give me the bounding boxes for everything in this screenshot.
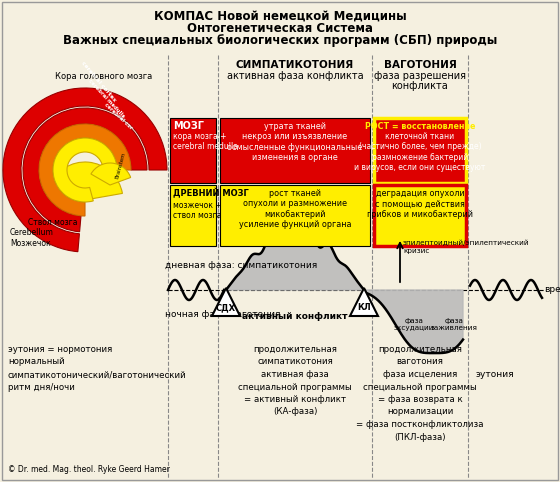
Text: рост тканей
опухоли и размножение
микобактерий
усиление функций органа: рост тканей опухоли и размножение микоба…: [239, 189, 351, 229]
Text: Ствол мозга: Ствол мозга: [28, 218, 77, 227]
Text: мозжечок +
ствол мозга: мозжечок + ствол мозга: [173, 201, 222, 220]
Text: дневная фаза: симпатикотония: дневная фаза: симпатикотония: [165, 261, 318, 270]
Polygon shape: [226, 224, 364, 290]
Bar: [220, 185, 370, 246]
Text: продолжительная
симпатикотония
активная фаза
специальной программы
= активный ко: продолжительная симпатикотония активная …: [238, 345, 352, 416]
Text: cerebral medulla: cerebral medulla: [87, 79, 125, 119]
Text: фаза
заживления: фаза заживления: [431, 318, 478, 331]
Wedge shape: [49, 162, 123, 200]
Text: кора мозга +
cerebral medulla: кора мозга + cerebral medulla: [173, 132, 238, 151]
Text: фаза
эксудации: фаза эксудации: [394, 318, 434, 331]
Text: эпилептоидный/эпилептический
кризис: эпилептоидный/эпилептический кризис: [403, 240, 530, 254]
Text: СИМПАТИКОТОНИЯ: СИМПАТИКОТОНИЯ: [236, 60, 354, 70]
Bar: [170, 118, 216, 183]
Text: активный конфликт: активный конфликт: [242, 312, 348, 321]
Text: © Dr. med. Mag. theol. Ryke Geerd Hamer: © Dr. med. Mag. theol. Ryke Geerd Hamer: [8, 465, 170, 474]
Text: эутония: эутония: [476, 370, 515, 379]
Text: время: время: [544, 285, 560, 295]
Text: ночная фаза: ваготония: ночная фаза: ваготония: [165, 310, 281, 319]
Bar: [170, 185, 216, 246]
Text: РОСТ = восстановление: РОСТ = восстановление: [365, 122, 475, 131]
Text: ВАГОТОНИЯ: ВАГОТОНИЯ: [384, 60, 456, 70]
Bar: [374, 118, 466, 183]
Wedge shape: [39, 124, 131, 216]
Polygon shape: [364, 290, 463, 353]
Text: активная фаза конфликта: активная фаза конфликта: [227, 71, 363, 81]
Text: КОМПАС Новой немецкой Медицины: КОМПАС Новой немецкой Медицины: [153, 10, 407, 23]
Polygon shape: [212, 288, 240, 316]
Polygon shape: [350, 288, 378, 316]
Wedge shape: [53, 138, 117, 202]
Text: КЛ: КЛ: [357, 304, 371, 312]
Text: СДХ: СДХ: [216, 304, 236, 312]
Text: продолжительная
ваготония
фаза исцеления
специальной программы
= фаза возврата к: продолжительная ваготония фаза исцеления…: [356, 345, 484, 442]
Text: Важных специальных биологических программ (СБП) природы: Важных специальных биологических програм…: [63, 34, 497, 47]
Text: МОЗГ: МОЗГ: [173, 121, 204, 131]
Text: эутония = нормотония
нормальный
симпатикотонический/ваготонический
ритм дня/ночи: эутония = нормотония нормальный симпатик…: [8, 345, 186, 391]
Text: фаза разрешения: фаза разрешения: [374, 71, 466, 81]
Text: ДРЕВНИЙ МОЗГ: ДРЕВНИЙ МОЗГ: [173, 188, 249, 198]
Text: утрата тканей
некроз или изъязвление
осмысленные функциональные
изменения в орга: утрата тканей некроз или изъязвление осм…: [227, 122, 363, 162]
Text: Brainstem: Brainstem: [115, 151, 127, 179]
Bar: [220, 118, 370, 183]
Text: cerebral cor: cerebral cor: [103, 103, 133, 131]
Bar: [374, 185, 466, 246]
Text: Онтогенетическая Система: Онтогенетическая Система: [187, 22, 373, 35]
Wedge shape: [23, 108, 147, 232]
Wedge shape: [91, 163, 130, 185]
Text: Кора головного мозга: Кора головного мозга: [55, 72, 152, 81]
Text: конфликта: конфликта: [391, 81, 449, 91]
Text: клеточной ткани
(частично более, чем прежде)
размножение бактерий
и вирусов, есл: клеточной ткани (частично более, чем пре…: [354, 132, 486, 172]
Text: cerebral cortex: cerebral cortex: [80, 61, 116, 103]
Text: Cerebellum
Мозжечок: Cerebellum Мозжечок: [10, 228, 54, 248]
Wedge shape: [3, 88, 167, 252]
Text: деградация опухоли
с помощью действия
грибков и микобактерий: деградация опухоли с помощью действия гр…: [367, 189, 473, 219]
